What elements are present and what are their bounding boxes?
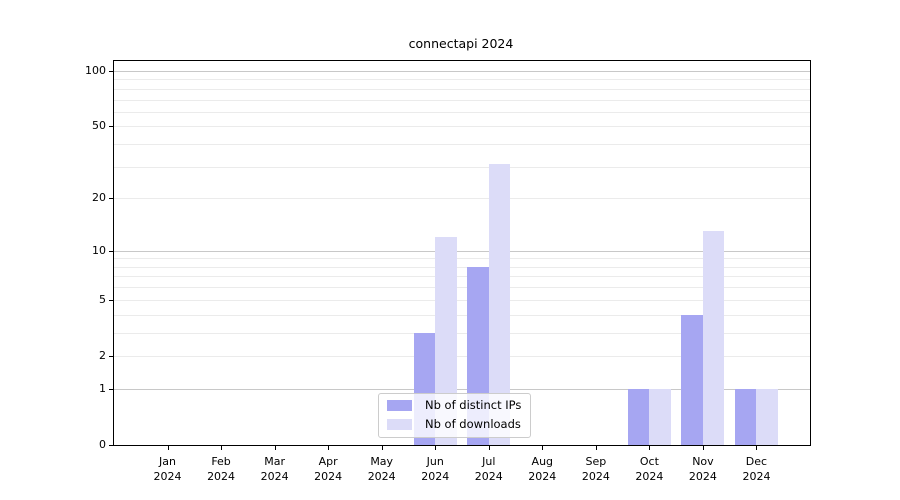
x-axis-tick-label: Apr 2024 — [314, 455, 343, 483]
bar-downloads-nov — [702, 231, 725, 445]
minor-gridline — [114, 332, 810, 334]
minor-gridline — [114, 126, 810, 128]
x-axis-tick-label: Jul 2024 — [474, 455, 503, 483]
minor-gridline — [114, 314, 810, 316]
x-axis-tick-label: Aug 2024 — [528, 455, 557, 483]
y-axis-tick-label: 10 — [92, 243, 106, 257]
major-gridline — [114, 250, 810, 252]
x-axis-tick-label: Sep 2024 — [581, 455, 610, 483]
minor-gridline — [114, 276, 810, 278]
y-axis-tick-label: 20 — [92, 191, 106, 205]
x-axis-tick-label: Jun 2024 — [421, 455, 450, 483]
x-axis-tick — [274, 446, 276, 450]
y-axis-tick — [109, 445, 113, 446]
y-axis-tick-label: 100 — [85, 64, 106, 78]
chart-title: connectapi 2024 — [408, 36, 514, 51]
x-axis-tick — [435, 446, 437, 450]
minor-gridline — [114, 99, 810, 101]
minor-gridline — [114, 79, 810, 81]
y-axis-tick — [109, 71, 113, 73]
x-axis-tick-label: Nov 2024 — [688, 455, 717, 483]
bar-downloads-dec — [756, 388, 778, 445]
minor-gridline — [114, 355, 810, 357]
bar-distinct-ips-dec — [734, 388, 757, 445]
x-axis-tick-label: Dec 2024 — [742, 455, 771, 483]
x-axis-tick — [167, 446, 169, 450]
x-axis-tick — [542, 446, 544, 450]
legend-label-distinct-ips: Nb of distinct IPs — [425, 398, 522, 412]
bar-downloads-oct — [649, 388, 671, 445]
legend: Nb of distinct IPs Nb of downloads — [378, 393, 532, 438]
minor-gridline — [114, 266, 810, 268]
minor-gridline — [114, 258, 810, 260]
plot-area: 0 1 2 5 10 20 50 100 Jan 2024 Feb 2024 Mar 2024 Apr… — [85, 60, 811, 483]
x-axis-tick — [328, 446, 330, 450]
legend-swatch-distinct-ips — [387, 400, 412, 411]
y-axis-tick — [109, 198, 113, 200]
y-axis-tick — [109, 250, 113, 252]
minor-gridline — [114, 198, 810, 200]
x-axis-tick-label: Oct 2024 — [635, 455, 664, 483]
x-axis-tick — [702, 446, 704, 450]
x-axis-tick — [649, 446, 651, 450]
y-axis-tick — [109, 126, 113, 128]
minor-gridline — [114, 166, 810, 168]
legend-item-downloads: Nb of downloads — [387, 418, 521, 431]
bar-distinct-ips-oct — [627, 388, 650, 445]
x-axis-tick — [756, 446, 758, 450]
major-gridline — [114, 71, 810, 73]
y-axis-tick-label: 0 — [99, 438, 106, 451]
minor-gridline — [114, 111, 810, 113]
minor-gridline — [114, 144, 810, 146]
x-axis-tick — [221, 446, 223, 450]
y-axis-tick-label: 5 — [99, 292, 106, 306]
legend-label-downloads: Nb of downloads — [425, 417, 521, 431]
x-axis-tick-label: Mar 2024 — [260, 455, 289, 483]
y-axis-tick-label: 50 — [92, 119, 106, 133]
y-axis-tick — [109, 299, 113, 301]
minor-gridline — [114, 88, 810, 90]
bar-distinct-ips-nov — [681, 314, 703, 445]
x-axis-tick — [381, 446, 383, 450]
major-gridline — [114, 388, 810, 390]
x-axis-tick — [488, 446, 490, 450]
minor-gridline — [114, 299, 810, 301]
x-axis-tick-label: Jan 2024 — [153, 455, 182, 483]
bar-downloads-jul — [488, 164, 511, 445]
minor-gridline — [114, 287, 810, 289]
y-axis-tick-label: 2 — [99, 348, 106, 362]
x-axis-tick-label: May 2024 — [367, 455, 396, 483]
y-axis-tick — [109, 388, 113, 390]
x-axis-tick — [595, 446, 597, 450]
y-axis-tick-label: 1 — [99, 381, 106, 395]
legend-swatch-downloads — [387, 419, 412, 430]
legend-item-distinct-ips: Nb of distinct IPs — [387, 399, 521, 412]
y-axis-tick — [109, 355, 113, 357]
x-axis-tick-label: Feb 2024 — [207, 455, 236, 483]
